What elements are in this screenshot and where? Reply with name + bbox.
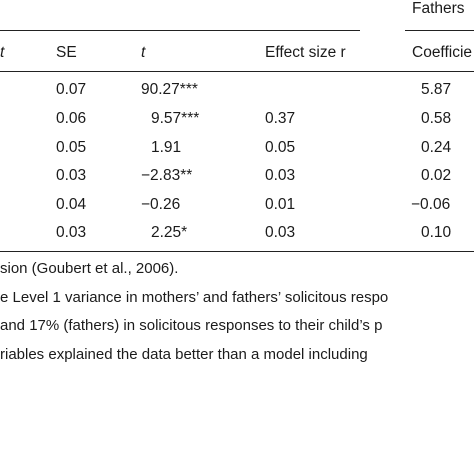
table-row-4-coef: 0.02 <box>421 167 452 184</box>
table-row-1-coef: 5.87 <box>421 81 452 98</box>
table-row-4-r: 0.03 <box>265 167 296 184</box>
col-header-t: t <box>141 44 146 61</box>
table-row-5-r: 0.01 <box>265 196 296 213</box>
table-row-5-t: −0.26 <box>141 196 181 213</box>
table-row-2-r: 0.37 <box>265 110 296 127</box>
col-header-effect-size: Effect size r <box>265 44 346 61</box>
table-row-2-coef: 0.58 <box>421 110 452 127</box>
table-row-3-t: 1.91 <box>151 139 182 156</box>
table-row-6-r: 0.03 <box>265 224 296 241</box>
table-row-5-coef: −0.06 <box>411 196 451 213</box>
table-note-1: sion (Goubert et al., 2006). <box>0 260 179 277</box>
group-header-underline <box>405 30 474 31</box>
table-bottom-rule <box>0 251 474 252</box>
table-row-3-coef: 0.24 <box>421 139 452 156</box>
col-header-coefficient: Coefficie <box>412 44 473 61</box>
group-header-fathers: Fathers <box>412 0 465 17</box>
table-row-1-se: 0.07 <box>56 81 87 98</box>
table-row-6-se: 0.03 <box>56 224 87 241</box>
col-header-se: SE <box>56 44 77 61</box>
header-bottom-rule <box>0 71 474 72</box>
table-row-3-se: 0.05 <box>56 139 87 156</box>
table-note-2: e Level 1 variance in mothers’ and fathe… <box>0 289 389 306</box>
table-row-3-r: 0.05 <box>265 139 296 156</box>
table-row-6-coef: 0.10 <box>421 224 452 241</box>
table-row-1-t: 90.27*** <box>141 81 198 98</box>
table-row-4-se: 0.03 <box>56 167 87 184</box>
table-note-4: riables explained the data better than a… <box>0 346 368 363</box>
table-top-rule <box>0 30 360 31</box>
table-row-5-se: 0.04 <box>56 196 87 213</box>
table-row-4-t: −2.83** <box>141 167 193 184</box>
table-row-6-t: 2.25* <box>151 224 188 241</box>
table-row-2-se: 0.06 <box>56 110 87 127</box>
col-header-b-fragment: t <box>0 44 5 61</box>
table-row-2-t: 9.57*** <box>151 110 200 127</box>
table-note-3: and 17% (fathers) in solicitous response… <box>0 317 383 334</box>
